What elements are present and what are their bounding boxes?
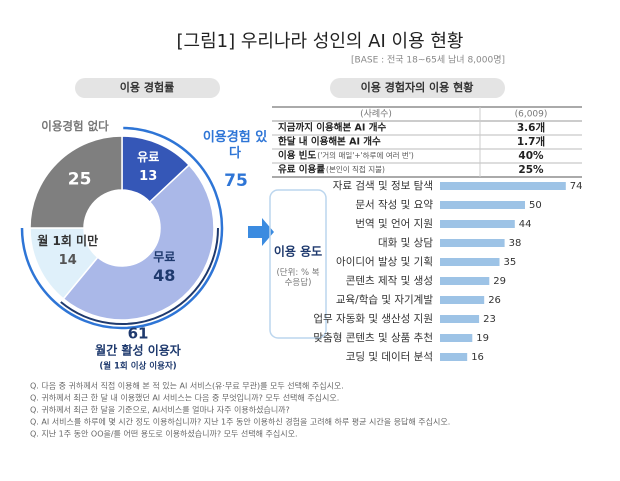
value-label: 35 — [504, 257, 517, 268]
donut-slice — [62, 163, 215, 321]
footnote: Q. 다음 중 귀하께서 직접 이용해 본 적 있는 AI 서비스(유·무료 무… — [30, 381, 344, 391]
row-label: 이용 빈도 — [278, 150, 317, 162]
unit-note-box: (단위: % 복수응답) — [276, 268, 320, 289]
category-label: 교육/학습 및 자기계발 — [336, 294, 433, 306]
bar — [440, 220, 515, 228]
value-label: 29 — [493, 276, 506, 287]
group-value: 61 — [128, 325, 149, 343]
slice-value: 14 — [59, 253, 77, 268]
slice-label-box: 이용경험 없다 — [41, 120, 109, 133]
value-label: 74 — [570, 181, 583, 192]
slice-label: 월 1회 미만 — [37, 233, 98, 248]
panel-title: 이용 경험률 — [120, 80, 174, 94]
bar — [440, 296, 485, 304]
value-label: 19 — [476, 333, 489, 344]
bar — [440, 353, 468, 361]
bar — [440, 201, 525, 209]
row-label: 지금까지 이용해본 AI 개수 — [278, 122, 386, 134]
row-label: 한달 내 이용해본 AI 개수 — [278, 136, 381, 148]
slice-value: 13 — [139, 169, 157, 184]
footnote: Q. 귀하께서 최근 한 달을 기준으로, AI서비스를 얼마나 자주 이용하셨… — [30, 405, 290, 415]
row-note: (본인이 직접 지불) — [326, 164, 385, 174]
donut-slice — [29, 135, 123, 229]
value-label: 44 — [519, 219, 532, 230]
slice-label: 유료 — [137, 150, 159, 164]
category-label: 코딩 및 데이터 분석 — [346, 351, 433, 363]
footnote: Q. AI 서비스를 하루에 몇 시간 정도 이용하십니까? 지난 1주 동안 … — [30, 417, 450, 427]
value-label: 16 — [471, 352, 484, 363]
slice-label: 이용경험 없다 — [41, 120, 109, 133]
row-value: 40% — [518, 150, 544, 162]
slice-value: 48 — [153, 266, 175, 285]
group-label-box: 이용경험 있다 — [202, 130, 268, 161]
row-value: 3.6개 — [517, 121, 545, 134]
y-axis-label: 이용 용도 — [274, 244, 322, 259]
footnote: Q. 귀하께서 최근 한 달 내 이용했던 AI 서비스는 다음 중 무엇입니까… — [30, 393, 339, 403]
unit-note: (단위: % 복수응답) — [276, 268, 320, 289]
group-arc — [60, 227, 219, 325]
footnote: Q. 지난 1주 동안 OO을/를 어떤 용도로 이용하셨습니까? 모두 선택해… — [30, 429, 298, 439]
bar — [440, 239, 505, 247]
group-label: 이용경험 있다 — [202, 130, 268, 161]
bar — [440, 258, 500, 266]
label-box — [269, 189, 327, 339]
category-label: 맞춤형 콘텐츠 및 상품 추천 — [313, 332, 433, 344]
slice-value: 25 — [68, 170, 92, 190]
category-label: 번역 및 언어 지원 — [355, 218, 433, 230]
arrow — [248, 218, 274, 246]
panel-title: 이용 경험자의 이용 현황 — [361, 80, 474, 94]
group-label: 월간 활성 이용자 — [95, 343, 181, 358]
category-label: 아이디어 발상 및 기획 — [336, 256, 433, 268]
value-label: 38 — [509, 238, 522, 249]
group-arc — [20, 126, 224, 330]
bar — [440, 277, 490, 285]
category-label: 콘텐츠 제작 및 생성 — [346, 275, 433, 287]
group-value: 75 — [224, 171, 248, 191]
category-label: 대화 및 상담 — [378, 237, 433, 249]
value-label: 50 — [529, 200, 542, 211]
row-note: ('거의 매일'+'하루에 여러 번') — [317, 150, 414, 160]
value-label: 26 — [488, 295, 501, 306]
row-value: 1.7개 — [517, 135, 545, 148]
panel-header — [330, 78, 505, 98]
bar — [440, 315, 480, 323]
table-header: (6,009) — [515, 110, 548, 120]
category-label: 자료 검색 및 정보 탐색 — [333, 180, 433, 192]
group-note: (월 1회 이상 이용자) — [99, 361, 176, 372]
row-value: 25% — [518, 164, 544, 176]
subtitle: [BASE : 전국 18~65세 남녀 8,000명] — [351, 55, 505, 66]
slice-label: 무료 — [153, 250, 175, 264]
category-label: 업무 자동화 및 생산성 지원 — [313, 312, 433, 325]
bar — [440, 182, 566, 190]
title: [그림1] 우리나라 성인의 AI 이용 현황 — [176, 31, 463, 52]
panel-header — [75, 78, 220, 98]
table-header: (사례수) — [360, 109, 392, 120]
bar — [440, 334, 473, 342]
category-label: 문서 작성 및 요약 — [355, 199, 433, 211]
value-label: 23 — [483, 314, 496, 325]
row-label: 유료 이용률 — [278, 164, 325, 176]
